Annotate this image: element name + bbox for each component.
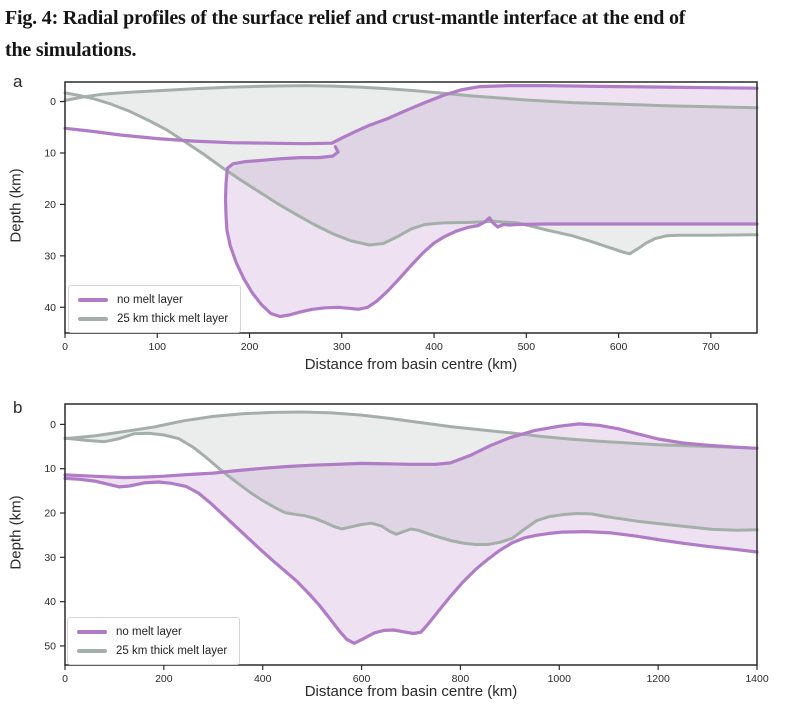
legend-item-no-melt: no melt layer	[77, 624, 227, 639]
area-fill-no-melt-surface	[225, 85, 757, 317]
x-tick-label: 0	[62, 673, 68, 685]
x-tick-label: 800	[452, 673, 470, 685]
y-tick-label: 40	[44, 302, 56, 314]
y-tick-label: 40	[44, 596, 56, 608]
x-tick-label: 400	[425, 341, 443, 353]
line-melt-layer-moho	[63, 431, 759, 546]
y-tick-label: 20	[44, 199, 56, 211]
figure-title: Fig. 4: Radial profiles of the surface r…	[5, 2, 783, 66]
x-tick-label: 600	[610, 341, 628, 353]
line-no-melt-moho	[223, 145, 759, 319]
x-tick-label: 700	[702, 341, 720, 353]
x-tick-label: 1400	[745, 673, 769, 685]
line-melt-layer-surface	[63, 410, 759, 450]
panel-b: 0 200 400 600 800 1000 1200 1400 0 10 20 30 40 50 b D…	[0, 380, 785, 709]
panel-b-x-axis-label: Distance from basin centre (km)	[304, 683, 518, 700]
y-tick-label: 0	[50, 96, 56, 108]
x-tick-label: 0	[62, 341, 68, 353]
line-no-melt-moho	[63, 476, 759, 645]
y-tick-label: 30	[44, 552, 56, 564]
figure-title-line1: Fig. 4: Radial profiles of the surface r…	[5, 7, 686, 29]
x-tick-label: 300	[333, 341, 351, 353]
figure-title-line2: the simulations.	[5, 39, 137, 61]
panel-a-x-axis-label: Distance from basin centre (km)	[304, 356, 518, 373]
line-no-melt-surface	[63, 422, 759, 480]
x-tick-label: 400	[254, 673, 272, 685]
legend-label: 25 km thick melt layer	[117, 312, 229, 325]
panel-a: 0 100 200 300 400 500 600 700 0 10 20 30 40 a Depth …	[0, 70, 785, 380]
melt-layer-line-swatch	[77, 648, 107, 653]
no-melt-line-swatch	[77, 629, 107, 634]
chart-a-canvas: 0 100 200 300 400 500 600 700 0 10 20 30 40	[44, 81, 759, 353]
y-tick-label: 20	[44, 508, 56, 520]
legend-item-melt-layer: 25 km thick melt layer	[77, 643, 227, 658]
x-tick-label: 200	[241, 341, 259, 353]
melt-layer-line-swatch	[78, 316, 108, 321]
panel-b-letter: b	[13, 398, 23, 417]
x-tick-label: 100	[149, 341, 167, 353]
area-fill-melt-layer-surface	[65, 85, 757, 254]
y-tick-label: 10	[44, 147, 56, 159]
x-tick-label: 1000	[548, 673, 572, 685]
no-melt-line-swatch	[78, 297, 108, 302]
panel-b-legend: no melt layer 25 km thick melt layer	[67, 617, 241, 665]
legend-label: no melt layer	[116, 625, 182, 638]
legend-label: 25 km thick melt layer	[116, 644, 228, 657]
panel-a-legend: no melt layer 25 km thick melt layer	[68, 285, 242, 333]
area-fill-no-melt-surface	[65, 423, 757, 644]
panel-a-y-axis-label: Depth (km)	[7, 168, 25, 243]
legend-item-no-melt: no melt layer	[78, 292, 228, 307]
legend-label: no melt layer	[117, 293, 183, 306]
y-tick-label: 30	[44, 250, 56, 262]
y-tick-label: 10	[44, 463, 56, 475]
x-tick-label: 200	[155, 673, 173, 685]
area-fill-melt-layer-surface	[65, 412, 757, 545]
chart-b-canvas: 0 200 400 600 800 1000 1200 1400 0 10 20 30 40 50	[44, 403, 769, 685]
line-no-melt-surface	[63, 83, 759, 146]
line-melt-layer-moho	[63, 91, 759, 256]
line-melt-layer-surface	[63, 84, 759, 110]
axes-frame	[64, 81, 758, 334]
panel-b-y-axis-label: Depth (km)	[7, 495, 25, 570]
x-tick-label: 500	[518, 341, 536, 353]
y-tick-label: 0	[50, 419, 56, 431]
x-tick-label: 1200	[646, 673, 670, 685]
axes-frame	[64, 403, 758, 666]
legend-item-melt-layer: 25 km thick melt layer	[78, 311, 228, 326]
y-tick-label: 50	[44, 640, 56, 652]
panel-a-letter: a	[13, 72, 23, 91]
x-tick-label: 600	[353, 673, 371, 685]
